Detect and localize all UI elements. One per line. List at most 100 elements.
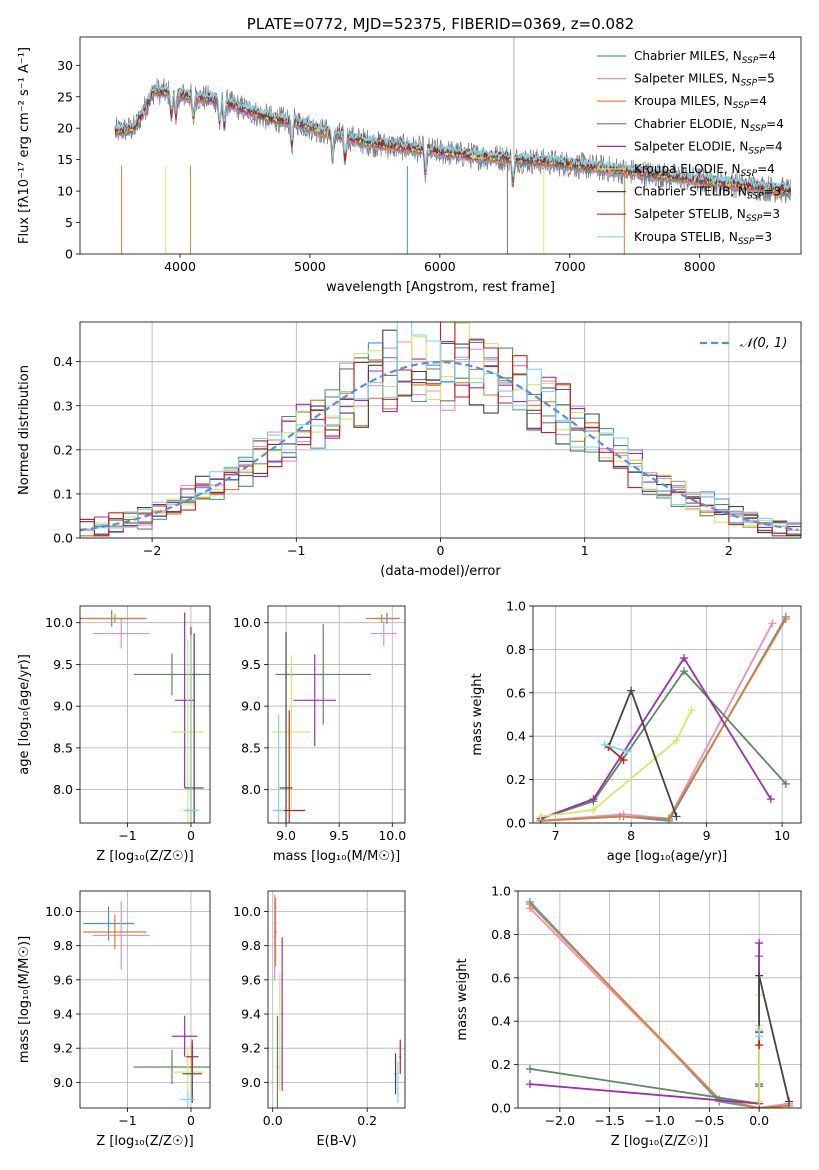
x-tick-label: 8 [627, 828, 635, 843]
series-marker [619, 756, 628, 765]
y-tick-label: 9.8 [241, 938, 261, 953]
y-tick-label: 8.5 [241, 740, 261, 755]
legend: 𝒩(0, 1) [700, 336, 787, 351]
x-tick-label: 0 [187, 828, 195, 843]
y-tick-label: 9.2 [241, 1041, 261, 1056]
y-axis-label: Normed distribution [17, 365, 32, 495]
series-line-kroupa-stelib [604, 744, 628, 753]
age-vs-mass-axes: 9.0 9.5 10.0 8.0 8.5 9.0 9.5 10.0 mass [log₁₀(M/… [233, 605, 406, 864]
age-vs-metallicity-axes: −1 0 8.0 8.5 9.0 9.5 10.0 Z [log₁₀(Z/Z☉)] age [l… [17, 605, 211, 864]
series-line-chabrier-stelib [758, 975, 790, 1102]
series-marker [755, 1097, 764, 1106]
axes-frame [79, 36, 802, 255]
y-tick-label: 9.4 [241, 1007, 261, 1022]
legend-entry: Chabrier STELIB, NSSP=3 [634, 185, 781, 202]
series-line-salpeter-miles [540, 622, 774, 822]
series-marker [755, 1032, 764, 1041]
x-tick-label: 7 [552, 828, 560, 843]
mass-vs-ebv-axes: 0.0 0.2 9.0 9.2 9.4 9.6 9.8 10.0 E(B-V) [233, 890, 406, 1149]
x-tick-label: 9 [703, 828, 711, 843]
series-marker [664, 814, 673, 823]
axes-frame [267, 890, 406, 1109]
y-tick-label: 9.0 [53, 699, 73, 714]
y-tick-label: 0.0 [506, 816, 526, 831]
x-tick-label: 5000 [294, 259, 326, 274]
x-tick-label: 10.0 [378, 828, 406, 843]
axes-frame [79, 605, 211, 824]
series-line-salpeter-elodie [540, 656, 772, 820]
legend-entry: Salpeter ELODIE, NSSP=4 [634, 139, 783, 156]
y-axis-label: mass weight [455, 958, 470, 1040]
spectrum-axes: 4000 5000 6000 7000 8000 0 5 10 15 20 25 30 PLATE=07… [17, 15, 802, 295]
y-tick-label: 0.3 [53, 398, 73, 413]
y-tick-label: 9.0 [241, 699, 261, 714]
axes-frame [79, 321, 802, 539]
y-tick-label: 8.0 [53, 782, 73, 797]
y-tick-label: 0.6 [506, 685, 526, 700]
series-marker [679, 667, 688, 676]
y-tick-label: 0.4 [506, 729, 526, 744]
y-tick-label: 25 [57, 89, 73, 104]
axes-frame [517, 890, 802, 1109]
normal-curve [80, 360, 799, 532]
y-tick-label: 9.6 [241, 972, 261, 987]
series-line-chabrier-elodie [529, 956, 760, 1105]
y-tick-label: 15 [57, 152, 73, 167]
x-axis-label: wavelength [Angstrom, rest frame] [326, 280, 555, 295]
legend-entry: Kroupa ELODIE, NSSP=4 [634, 162, 775, 179]
series-marker [615, 812, 624, 821]
series-marker [623, 747, 632, 756]
grid-lines [268, 891, 405, 1108]
x-tick-label: −2.0 [545, 1113, 575, 1128]
plot-area [272, 612, 400, 823]
y-axis-label: Flux [fλ10⁻¹⁷ erg cm⁻² s⁻¹ A⁻¹] [17, 47, 32, 244]
series-marker [781, 615, 790, 624]
y-tick-label: 1.0 [491, 884, 511, 899]
series-line-chabrier-elodie [540, 669, 787, 820]
series-marker [679, 654, 688, 663]
x-tick-label: 9.0 [276, 828, 296, 843]
series-marker [589, 795, 598, 804]
y-tick-label: 0.6 [491, 970, 511, 985]
legend-entry: Kroupa STELIB, NSSP=3 [634, 230, 772, 247]
x-tick-label: −1 [118, 828, 136, 843]
x-axis-label: mass [log₁₀(M/M☉)] [273, 849, 400, 864]
y-tick-label: 0.0 [491, 1101, 511, 1116]
series-line-salpeter-stelib [607, 746, 625, 761]
y-tick-label: 9.8 [53, 938, 73, 953]
y-tick-label: 9.5 [241, 657, 261, 672]
legend-entry: Chabrier ELODIE, NSSP=4 [634, 117, 784, 134]
legend-entry: 𝒩(0, 1) [740, 336, 787, 351]
legend-entry: Chabrier MILES, NSSP=4 [634, 49, 776, 66]
y-tick-label: 9.0 [53, 1075, 73, 1090]
plot-area [83, 901, 210, 1108]
x-tick-label: 0.2 [357, 1113, 377, 1128]
y-tick-label: 9.4 [53, 1007, 73, 1022]
series-marker [755, 971, 764, 980]
x-tick-label: 0 [437, 543, 445, 558]
legend-entry: Salpeter STELIB, NSSP=3 [634, 207, 780, 224]
y-tick-label: 9.6 [53, 972, 73, 987]
x-tick-label: −1.5 [594, 1113, 624, 1128]
x-axis-label: Z [log₁₀(Z/Z☉)] [96, 849, 193, 864]
series-marker [755, 939, 764, 948]
x-tick-label: −0.5 [694, 1113, 724, 1128]
series-marker [768, 619, 777, 628]
axes-frame [532, 605, 802, 824]
y-tick-label: 8.5 [53, 740, 73, 755]
series-marker [525, 1080, 534, 1089]
series-marker [687, 706, 696, 715]
y-tick-label: 30 [57, 58, 73, 73]
x-tick-label: 1 [581, 543, 589, 558]
series-marker [525, 1064, 534, 1073]
series-marker [525, 900, 534, 909]
y-tick-label: 0.8 [506, 642, 526, 657]
x-tick-label: 0 [187, 1113, 195, 1128]
histogram-kroupa-stelib [80, 322, 801, 531]
x-axis-label: age [log₁₀(age/yr)] [607, 849, 728, 864]
series-marker [600, 740, 609, 749]
plot-area [80, 322, 801, 537]
x-tick-label: −1 [118, 1113, 136, 1128]
axes-frame [79, 890, 211, 1109]
y-tick-label: 1.0 [506, 599, 526, 614]
